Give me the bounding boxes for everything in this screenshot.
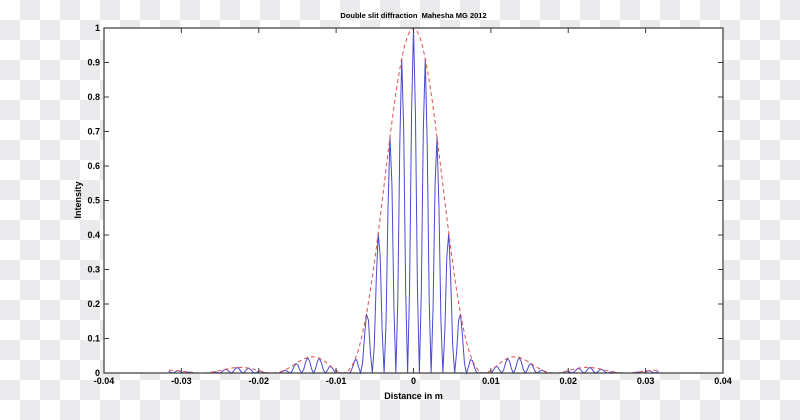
x-tick-label: -0.02	[248, 376, 269, 386]
y-tick-label: 0.3	[87, 265, 100, 275]
y-axis-label: Intensity	[73, 181, 83, 218]
y-tick-label: 0.7	[87, 127, 100, 137]
y-tick-label: 0.6	[87, 161, 100, 171]
x-tick-label: 0	[411, 376, 416, 386]
x-tick-label: -0.01	[326, 376, 347, 386]
x-tick-label: 0.02	[559, 376, 577, 386]
x-tick-label: 0.01	[482, 376, 500, 386]
plot-area	[104, 28, 723, 373]
chart-title: Double slit diffraction Mahesha MG 2012	[340, 11, 486, 20]
x-axis-label: Distance in m	[384, 391, 443, 401]
x-tick-labels: -0.04 -0.03 -0.02 -0.01 0 0.01 0.02 0.03 0.04	[94, 376, 732, 386]
x-tick-label: 0.03	[637, 376, 655, 386]
y-tick-labels: 0 0.1 0.2 0.3 0.4 0.5 0.6 0.7 0.8 0.9 1	[87, 23, 100, 378]
y-tick-label: 0.9	[87, 58, 100, 68]
x-tick-label: 0.04	[714, 376, 732, 386]
y-tick-label: 0.1	[87, 334, 100, 344]
y-tick-label: 0.8	[87, 92, 100, 102]
x-tick-label: -0.03	[171, 376, 192, 386]
x-tick-label: -0.04	[94, 376, 115, 386]
y-tick-label: 0.2	[87, 299, 100, 309]
y-tick-label: 1	[95, 23, 100, 33]
y-tick-label: 0.4	[87, 230, 100, 240]
tick-marks	[103, 27, 724, 374]
y-tick-label: 0.5	[87, 196, 100, 206]
y-tick-label: 0	[95, 368, 100, 378]
